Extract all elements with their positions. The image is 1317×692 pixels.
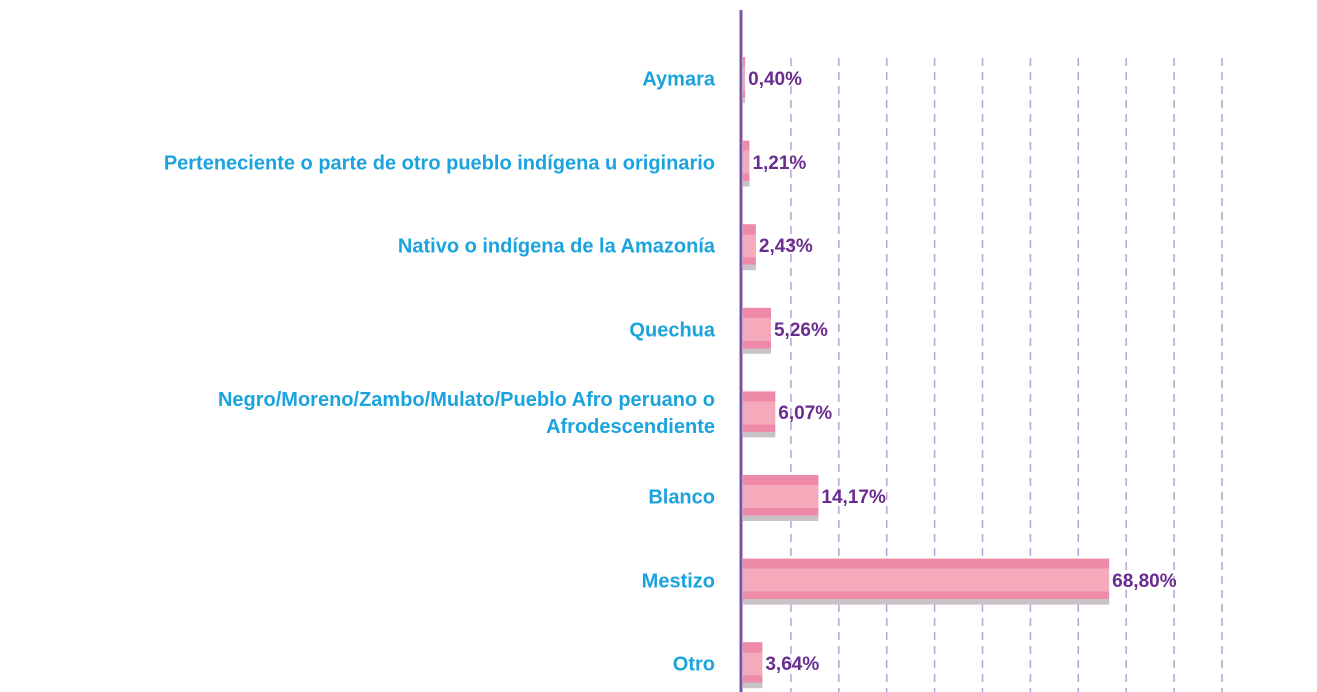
category-label: Aymara [642,68,715,91]
bar [743,307,771,354]
value-label: 1,21% [752,152,807,174]
bar [743,642,763,689]
category-label: Nativo o indígena de la Amazonía [397,235,715,258]
bar [743,558,1110,605]
bar [743,391,776,438]
bar [743,475,819,521]
category-label: Mestizo [641,570,715,593]
category-label: Negro/Moreno/Zambo/Mulato/Pueblo Afro pe… [217,389,715,439]
bar [743,57,746,103]
value-label: 68,80% [1112,570,1177,592]
category-label: Quechua [629,319,715,342]
value-label: 14,17% [821,487,886,508]
value-label: 3,64% [765,654,820,676]
value-label: 2,43% [758,236,813,258]
category-label: Perteneciente o parte de otro pueblo ind… [163,152,715,175]
value-label: 6,07% [778,403,833,425]
value-label: 5,26% [773,319,828,341]
bar [743,140,750,187]
category-label: Blanco [648,486,715,509]
bar [743,224,756,271]
category-label: Otro [672,653,715,676]
value-label: 0,40% [748,69,802,90]
